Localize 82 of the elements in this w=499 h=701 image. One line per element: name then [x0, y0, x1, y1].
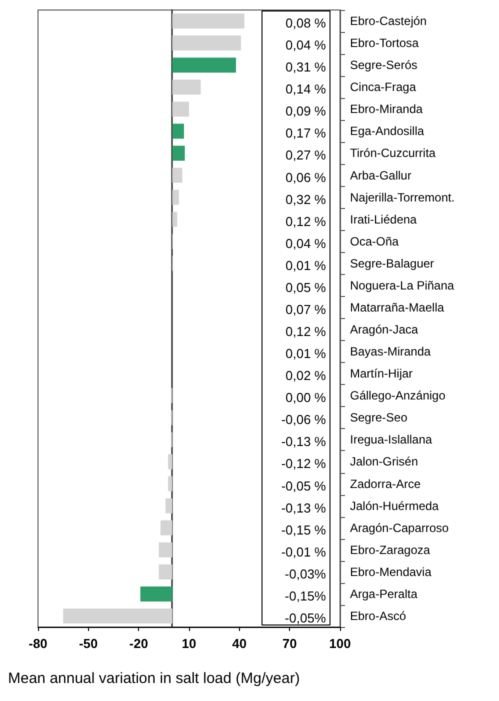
y-tick-label: Ebro-Tortosa	[350, 36, 420, 50]
bar	[172, 14, 244, 29]
bar	[172, 146, 185, 161]
x-axis-title: Mean annual variation in salt load (Mg/year)	[8, 670, 300, 687]
annotation: -0,12 %	[281, 456, 326, 472]
x-tick-label: -50	[78, 636, 98, 651]
bar	[172, 190, 179, 205]
bar	[172, 102, 189, 117]
annotation: 0,12 %	[286, 214, 326, 229]
y-tick-label: Jalon-Grisén	[350, 454, 418, 469]
x-tick-label: -20	[129, 636, 148, 651]
bar	[166, 498, 172, 514]
annotation: 0,14 %	[286, 82, 326, 97]
y-tick-label: Irati-Liédena	[350, 212, 418, 226]
y-tick-label: Arga-Peralta	[350, 586, 418, 601]
bar	[158, 564, 172, 580]
y-tick-label: Segre-Serós	[350, 58, 418, 72]
annotation: 0,27 %	[286, 148, 326, 163]
bar	[168, 454, 172, 470]
y-tick-label: Matarraña-Maella	[350, 300, 444, 314]
y-tick-label: Gállego-Anzánigo	[350, 388, 446, 403]
y-tick-label: Ebro-Zaragoza	[350, 542, 430, 557]
y-tick-label: Jalón-Huérmeda	[350, 498, 440, 513]
x-tick-label: -80	[28, 636, 48, 651]
annotation: 0,07 %	[286, 302, 326, 317]
annotation: 0,04 %	[286, 236, 326, 251]
annotation: -0,15%	[284, 588, 326, 604]
annotation: 0,02 %	[286, 368, 326, 384]
annotation: -0,01 %	[281, 544, 326, 560]
y-tick-label: Ebro-Ascó	[350, 608, 406, 623]
annotation: 0,05 %	[286, 280, 326, 295]
annotation: 0,08 %	[286, 16, 326, 31]
x-tick-label: 70	[282, 636, 297, 651]
y-tick-label: Arba-Gallur	[350, 168, 412, 182]
annotation: 0,04 %	[286, 38, 326, 53]
bar	[172, 124, 184, 139]
y-tick-label: Aragón-Caparroso	[350, 520, 450, 535]
y-tick-label: Cinca-Fraga	[350, 80, 416, 94]
x-tick-label: 100	[329, 636, 351, 651]
annotation: 0,00 %	[286, 390, 326, 406]
bar	[172, 212, 178, 227]
annotation: 0,31 %	[286, 60, 326, 75]
bar	[172, 58, 236, 73]
annotation: 0,17 %	[286, 126, 326, 141]
y-tick-label: Iregua-Islallana	[350, 432, 432, 447]
y-tick-label: Aragón-Jaca	[350, 322, 418, 337]
annotation: 0,06 %	[286, 170, 326, 185]
annotation: 0,09 %	[286, 104, 326, 119]
y-tick-label: Ebro-Miranda	[350, 102, 424, 116]
bar	[160, 520, 172, 536]
annotation: -0,13 %	[281, 500, 326, 516]
annotation: -0,03%	[284, 566, 326, 582]
bar	[172, 80, 201, 95]
y-tick-label: Martín-Hijar	[350, 366, 413, 381]
annotation: -0,05 %	[281, 478, 326, 494]
y-tick-label: Tirón-Cuzcurrita	[350, 146, 436, 160]
y-tick-label: Oca-Oña	[350, 234, 400, 248]
bar	[172, 168, 182, 183]
y-tick-label: Ebro-Castejón	[350, 14, 427, 28]
annotation: 0,12 %	[286, 324, 326, 340]
bar	[140, 586, 172, 602]
y-tick-label: Ebro-Mendavia	[350, 564, 432, 579]
y-tick-label: Zadorra-Arce	[350, 476, 422, 491]
annotation: -0,15 %	[281, 522, 326, 538]
annotation: -0,05%	[284, 610, 326, 626]
bar	[158, 542, 172, 558]
annotation: -0,13 %	[281, 434, 326, 450]
y-tick-label: Segre-Balaguer	[350, 256, 434, 270]
x-tick-label: 40	[232, 636, 247, 651]
y-tick-label: Segre-Seo	[350, 410, 408, 425]
bar	[168, 476, 172, 492]
bar	[172, 36, 242, 51]
y-tick-label: Bayas-Miranda	[350, 344, 432, 359]
bar	[63, 608, 172, 624]
y-tick-label: Najerilla-Torremont.	[350, 190, 455, 204]
annotation: 0,01 %	[286, 258, 326, 273]
y-tick-label: Noguera-La Piñana	[350, 278, 454, 292]
x-tick-label: 10	[182, 636, 196, 651]
annotation: 0,01 %	[286, 346, 326, 362]
annotation: 0,32 %	[286, 192, 326, 207]
annotation: -0,06 %	[281, 412, 326, 428]
y-tick-label: Ega-Andosilla	[350, 124, 424, 138]
